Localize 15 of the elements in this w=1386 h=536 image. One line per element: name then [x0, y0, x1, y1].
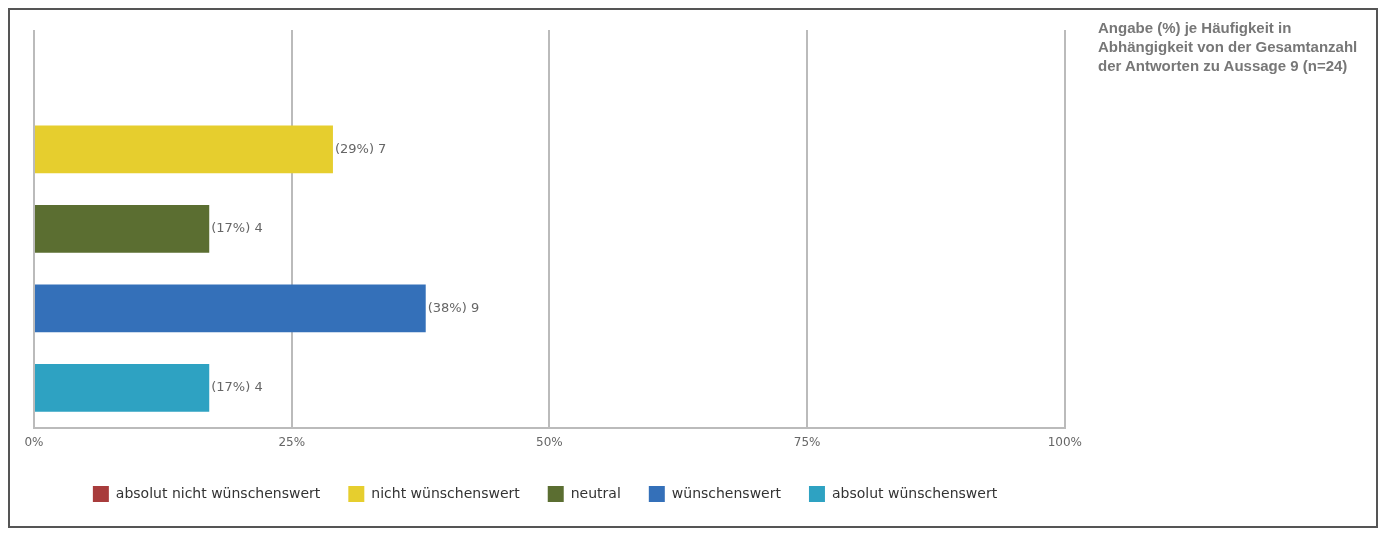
x-tick-label: 25%	[278, 434, 306, 449]
x-tick-label: 50%	[536, 434, 563, 449]
legend-label: wünschenswert	[671, 484, 782, 501]
legend-label: absolut nicht wünschenswert	[115, 484, 321, 501]
x-tick-label: 75%	[793, 434, 821, 449]
x-tick-label: 100%	[1047, 434, 1082, 449]
data-label: (17%) 4	[211, 220, 263, 236]
x-tick-label: 0%	[24, 434, 44, 449]
data-label: (38%) 9	[427, 299, 480, 315]
legend-label: absolut wünschenswert	[831, 484, 998, 501]
legend-label: neutral	[570, 484, 621, 501]
data-label: (29%) 7	[334, 140, 387, 156]
data-label: (17%) 4	[211, 379, 263, 395]
text: Angabe (%) je Häufigkeit in Abhängigkeit von der Gesamtanzahl der Antworten zu Aussage 9 (n=24)	[1097, 18, 1359, 76]
legend-label: nicht wünschenswert	[371, 484, 521, 501]
